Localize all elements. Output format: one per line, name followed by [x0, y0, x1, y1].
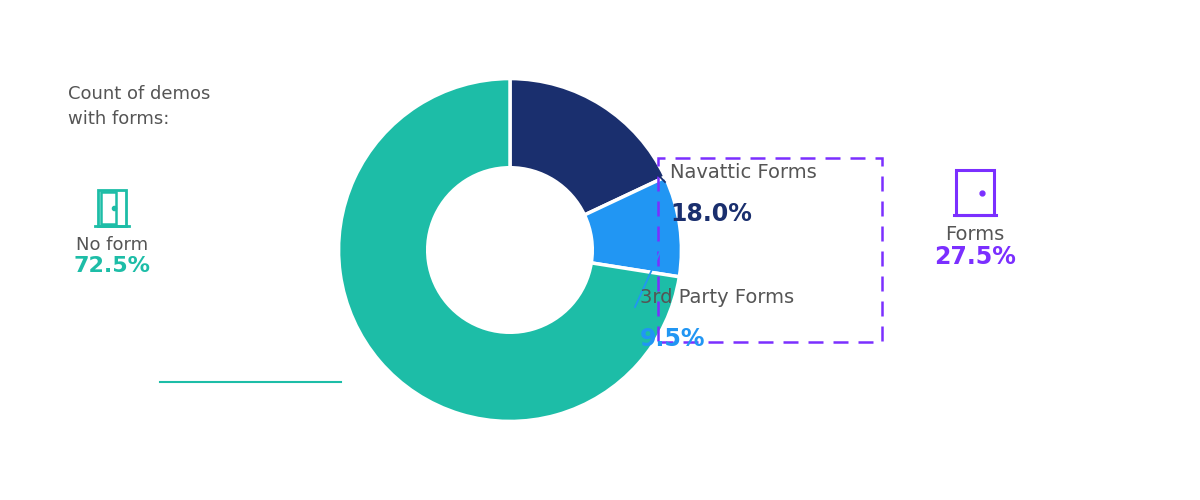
- Text: 72.5%: 72.5%: [73, 256, 150, 276]
- Text: Forms: Forms: [946, 225, 1004, 244]
- Bar: [956, 170, 994, 215]
- Text: 18.0%: 18.0%: [670, 202, 752, 226]
- Text: 27.5%: 27.5%: [934, 245, 1016, 269]
- Bar: [98, 190, 126, 226]
- Text: Count of demos: Count of demos: [68, 85, 210, 103]
- Bar: [101, 192, 115, 224]
- Wedge shape: [510, 78, 665, 215]
- Text: 3rd Party Forms: 3rd Party Forms: [640, 288, 794, 307]
- Wedge shape: [584, 177, 682, 277]
- Wedge shape: [338, 78, 679, 422]
- Text: No form: No form: [76, 236, 148, 254]
- Text: Navattic Forms: Navattic Forms: [670, 163, 817, 182]
- Text: with forms:: with forms:: [68, 110, 169, 128]
- Text: 9.5%: 9.5%: [640, 327, 706, 351]
